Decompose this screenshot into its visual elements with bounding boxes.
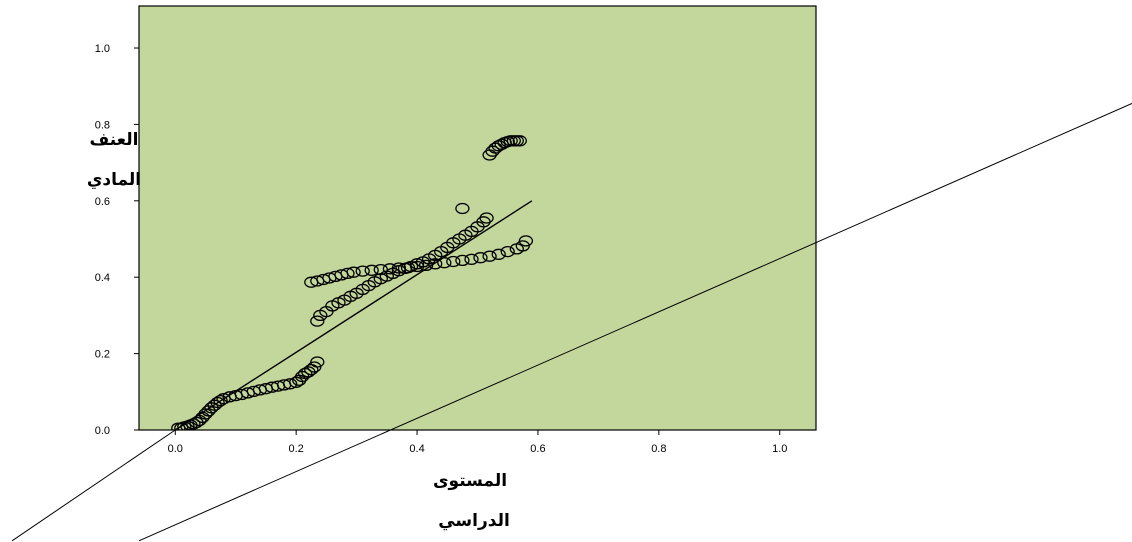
data-point bbox=[340, 267, 355, 280]
data-point bbox=[515, 240, 530, 252]
x-axis-title-line-1: المستوى bbox=[433, 471, 507, 491]
data-point bbox=[518, 235, 534, 247]
data-point bbox=[310, 315, 325, 327]
x-tick-label: 0.8 bbox=[651, 443, 666, 455]
data-point bbox=[446, 255, 461, 268]
y-tick-label: 0.2 bbox=[95, 349, 110, 361]
x-tick-label: 1.0 bbox=[772, 443, 787, 455]
data-point bbox=[282, 378, 298, 390]
axes: 0.0 0.2 0.4 0.6 0.8 1.0 0.0 0.2 0.4 0.6 0.8 1.0 bbox=[95, 43, 788, 455]
data-point bbox=[500, 245, 515, 258]
x-tick-label: 0.0 bbox=[168, 443, 183, 455]
data-point bbox=[479, 212, 494, 224]
x-axis-title-line-2: الدراسي bbox=[438, 511, 510, 531]
plot-area bbox=[138, 5, 817, 431]
diagonal-line-1 bbox=[11, 429, 176, 542]
data-point bbox=[491, 248, 506, 260]
data-point bbox=[455, 202, 470, 215]
data-point bbox=[482, 250, 497, 262]
y-tick-label: 0.6 bbox=[95, 196, 110, 208]
reference-lines bbox=[11, 102, 1132, 542]
x-tick-label: 0.4 bbox=[409, 443, 424, 455]
data-point bbox=[355, 265, 370, 277]
y-axis-title-line-2: المادي bbox=[87, 170, 141, 190]
data-point bbox=[364, 264, 379, 276]
data-point bbox=[473, 252, 488, 264]
y-tick-label: 0.4 bbox=[95, 272, 110, 284]
data-point bbox=[346, 266, 361, 278]
data-point bbox=[455, 254, 470, 267]
data-point bbox=[464, 253, 479, 265]
y-tick-label: 1.0 bbox=[95, 43, 110, 55]
x-tick-label: 0.6 bbox=[530, 443, 545, 455]
data-point bbox=[512, 135, 527, 147]
data-point bbox=[310, 356, 325, 368]
y-tick-label: 0.8 bbox=[95, 119, 110, 131]
data-points bbox=[171, 135, 534, 430]
data-point bbox=[307, 361, 322, 373]
fit-line bbox=[174, 200, 533, 431]
y-tick-label: 0.0 bbox=[95, 425, 110, 437]
x-tick-label: 0.2 bbox=[289, 443, 304, 455]
diagonal-line-2 bbox=[138, 102, 1132, 542]
y-axis-title-line-1: العنف bbox=[90, 130, 139, 150]
data-point bbox=[213, 394, 228, 407]
